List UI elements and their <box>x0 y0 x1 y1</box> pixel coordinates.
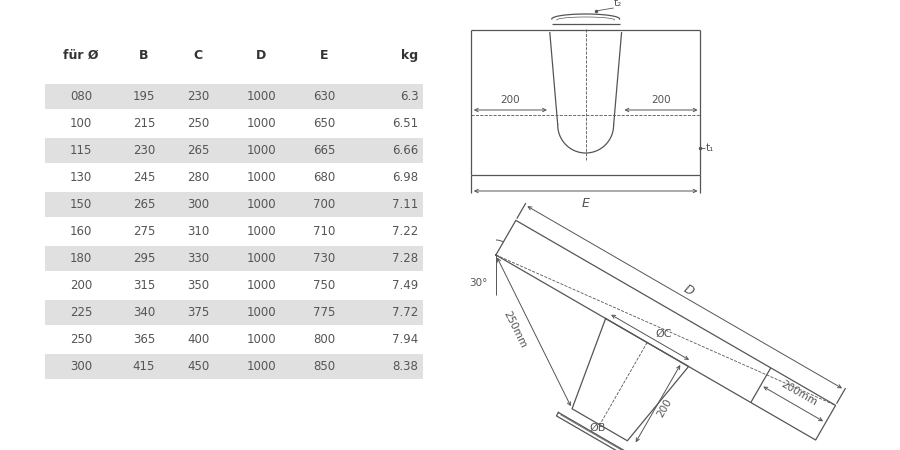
Text: 200mm: 200mm <box>779 379 819 408</box>
Text: 6.98: 6.98 <box>392 171 418 184</box>
Bar <box>45 246 423 271</box>
Text: 200: 200 <box>70 279 92 292</box>
Text: 680: 680 <box>313 171 335 184</box>
Text: 665: 665 <box>313 144 335 157</box>
Text: 6.51: 6.51 <box>392 117 418 130</box>
Text: C: C <box>194 49 202 62</box>
Text: 700: 700 <box>313 198 335 211</box>
Text: D: D <box>681 282 696 298</box>
Text: 200: 200 <box>655 396 674 418</box>
Text: ØB: ØB <box>590 423 606 433</box>
Text: 800: 800 <box>313 333 335 346</box>
Text: 710: 710 <box>313 225 335 238</box>
Text: 250mm: 250mm <box>501 310 527 350</box>
Text: 265: 265 <box>133 198 155 211</box>
Text: 300: 300 <box>187 198 209 211</box>
Text: t₂: t₂ <box>614 0 622 8</box>
Text: 400: 400 <box>187 333 209 346</box>
Text: 850: 850 <box>313 360 335 373</box>
Text: 245: 245 <box>133 171 155 184</box>
Text: 730: 730 <box>313 252 335 265</box>
Text: 350: 350 <box>187 279 209 292</box>
Text: 630: 630 <box>313 90 335 103</box>
Text: D: D <box>256 49 266 62</box>
Text: 7.72: 7.72 <box>392 306 418 319</box>
Text: 160: 160 <box>70 225 92 238</box>
Text: ØC: ØC <box>655 328 672 339</box>
Text: 200: 200 <box>652 95 670 105</box>
Text: 230: 230 <box>133 144 155 157</box>
Text: 180: 180 <box>70 252 92 265</box>
Bar <box>45 300 423 325</box>
Text: 6.3: 6.3 <box>400 90 419 103</box>
Text: 8.38: 8.38 <box>392 360 418 373</box>
Text: 7.94: 7.94 <box>392 333 418 346</box>
Text: 365: 365 <box>133 333 155 346</box>
Text: 1000: 1000 <box>247 360 275 373</box>
Text: 215: 215 <box>133 117 155 130</box>
Text: t₁: t₁ <box>706 143 714 153</box>
Text: 225: 225 <box>70 306 92 319</box>
Text: 310: 310 <box>187 225 209 238</box>
Text: 7.11: 7.11 <box>392 198 418 211</box>
Bar <box>45 84 423 109</box>
Bar <box>45 354 423 379</box>
Text: 1000: 1000 <box>247 144 275 157</box>
Text: 280: 280 <box>187 171 209 184</box>
Text: B: B <box>140 49 148 62</box>
Text: 650: 650 <box>313 117 335 130</box>
Text: 1000: 1000 <box>247 306 275 319</box>
Text: 115: 115 <box>70 144 92 157</box>
Text: 415: 415 <box>133 360 155 373</box>
Text: 1000: 1000 <box>247 117 275 130</box>
Text: 130: 130 <box>70 171 92 184</box>
Text: 080: 080 <box>70 90 92 103</box>
Text: 6.66: 6.66 <box>392 144 418 157</box>
Text: 150: 150 <box>70 198 92 211</box>
Text: 265: 265 <box>187 144 209 157</box>
Text: 775: 775 <box>313 306 335 319</box>
Text: 1000: 1000 <box>247 90 275 103</box>
Text: 7.22: 7.22 <box>392 225 418 238</box>
Text: 375: 375 <box>187 306 209 319</box>
Text: 295: 295 <box>133 252 155 265</box>
Text: 450: 450 <box>187 360 209 373</box>
Text: 200: 200 <box>500 95 520 105</box>
Bar <box>45 138 423 163</box>
Text: 1000: 1000 <box>247 225 275 238</box>
Text: 7.49: 7.49 <box>392 279 418 292</box>
Text: 1000: 1000 <box>247 171 275 184</box>
Text: 340: 340 <box>133 306 155 319</box>
Text: 7.28: 7.28 <box>392 252 418 265</box>
Text: 100: 100 <box>70 117 92 130</box>
Text: 300: 300 <box>70 360 92 373</box>
Text: E: E <box>320 49 328 62</box>
Text: 30°: 30° <box>469 278 487 288</box>
Text: 275: 275 <box>133 225 155 238</box>
Text: 330: 330 <box>187 252 209 265</box>
Text: 1000: 1000 <box>247 279 275 292</box>
Text: 750: 750 <box>313 279 335 292</box>
Text: 250: 250 <box>187 117 209 130</box>
Text: kg: kg <box>401 49 419 62</box>
Text: 1000: 1000 <box>247 198 275 211</box>
Text: 230: 230 <box>187 90 209 103</box>
Bar <box>45 192 423 217</box>
Text: 315: 315 <box>133 279 155 292</box>
Text: E: E <box>581 197 590 210</box>
Text: 250: 250 <box>70 333 92 346</box>
Text: 195: 195 <box>133 90 155 103</box>
Text: 1000: 1000 <box>247 252 275 265</box>
Text: 1000: 1000 <box>247 333 275 346</box>
Text: für Ø: für Ø <box>63 49 99 62</box>
